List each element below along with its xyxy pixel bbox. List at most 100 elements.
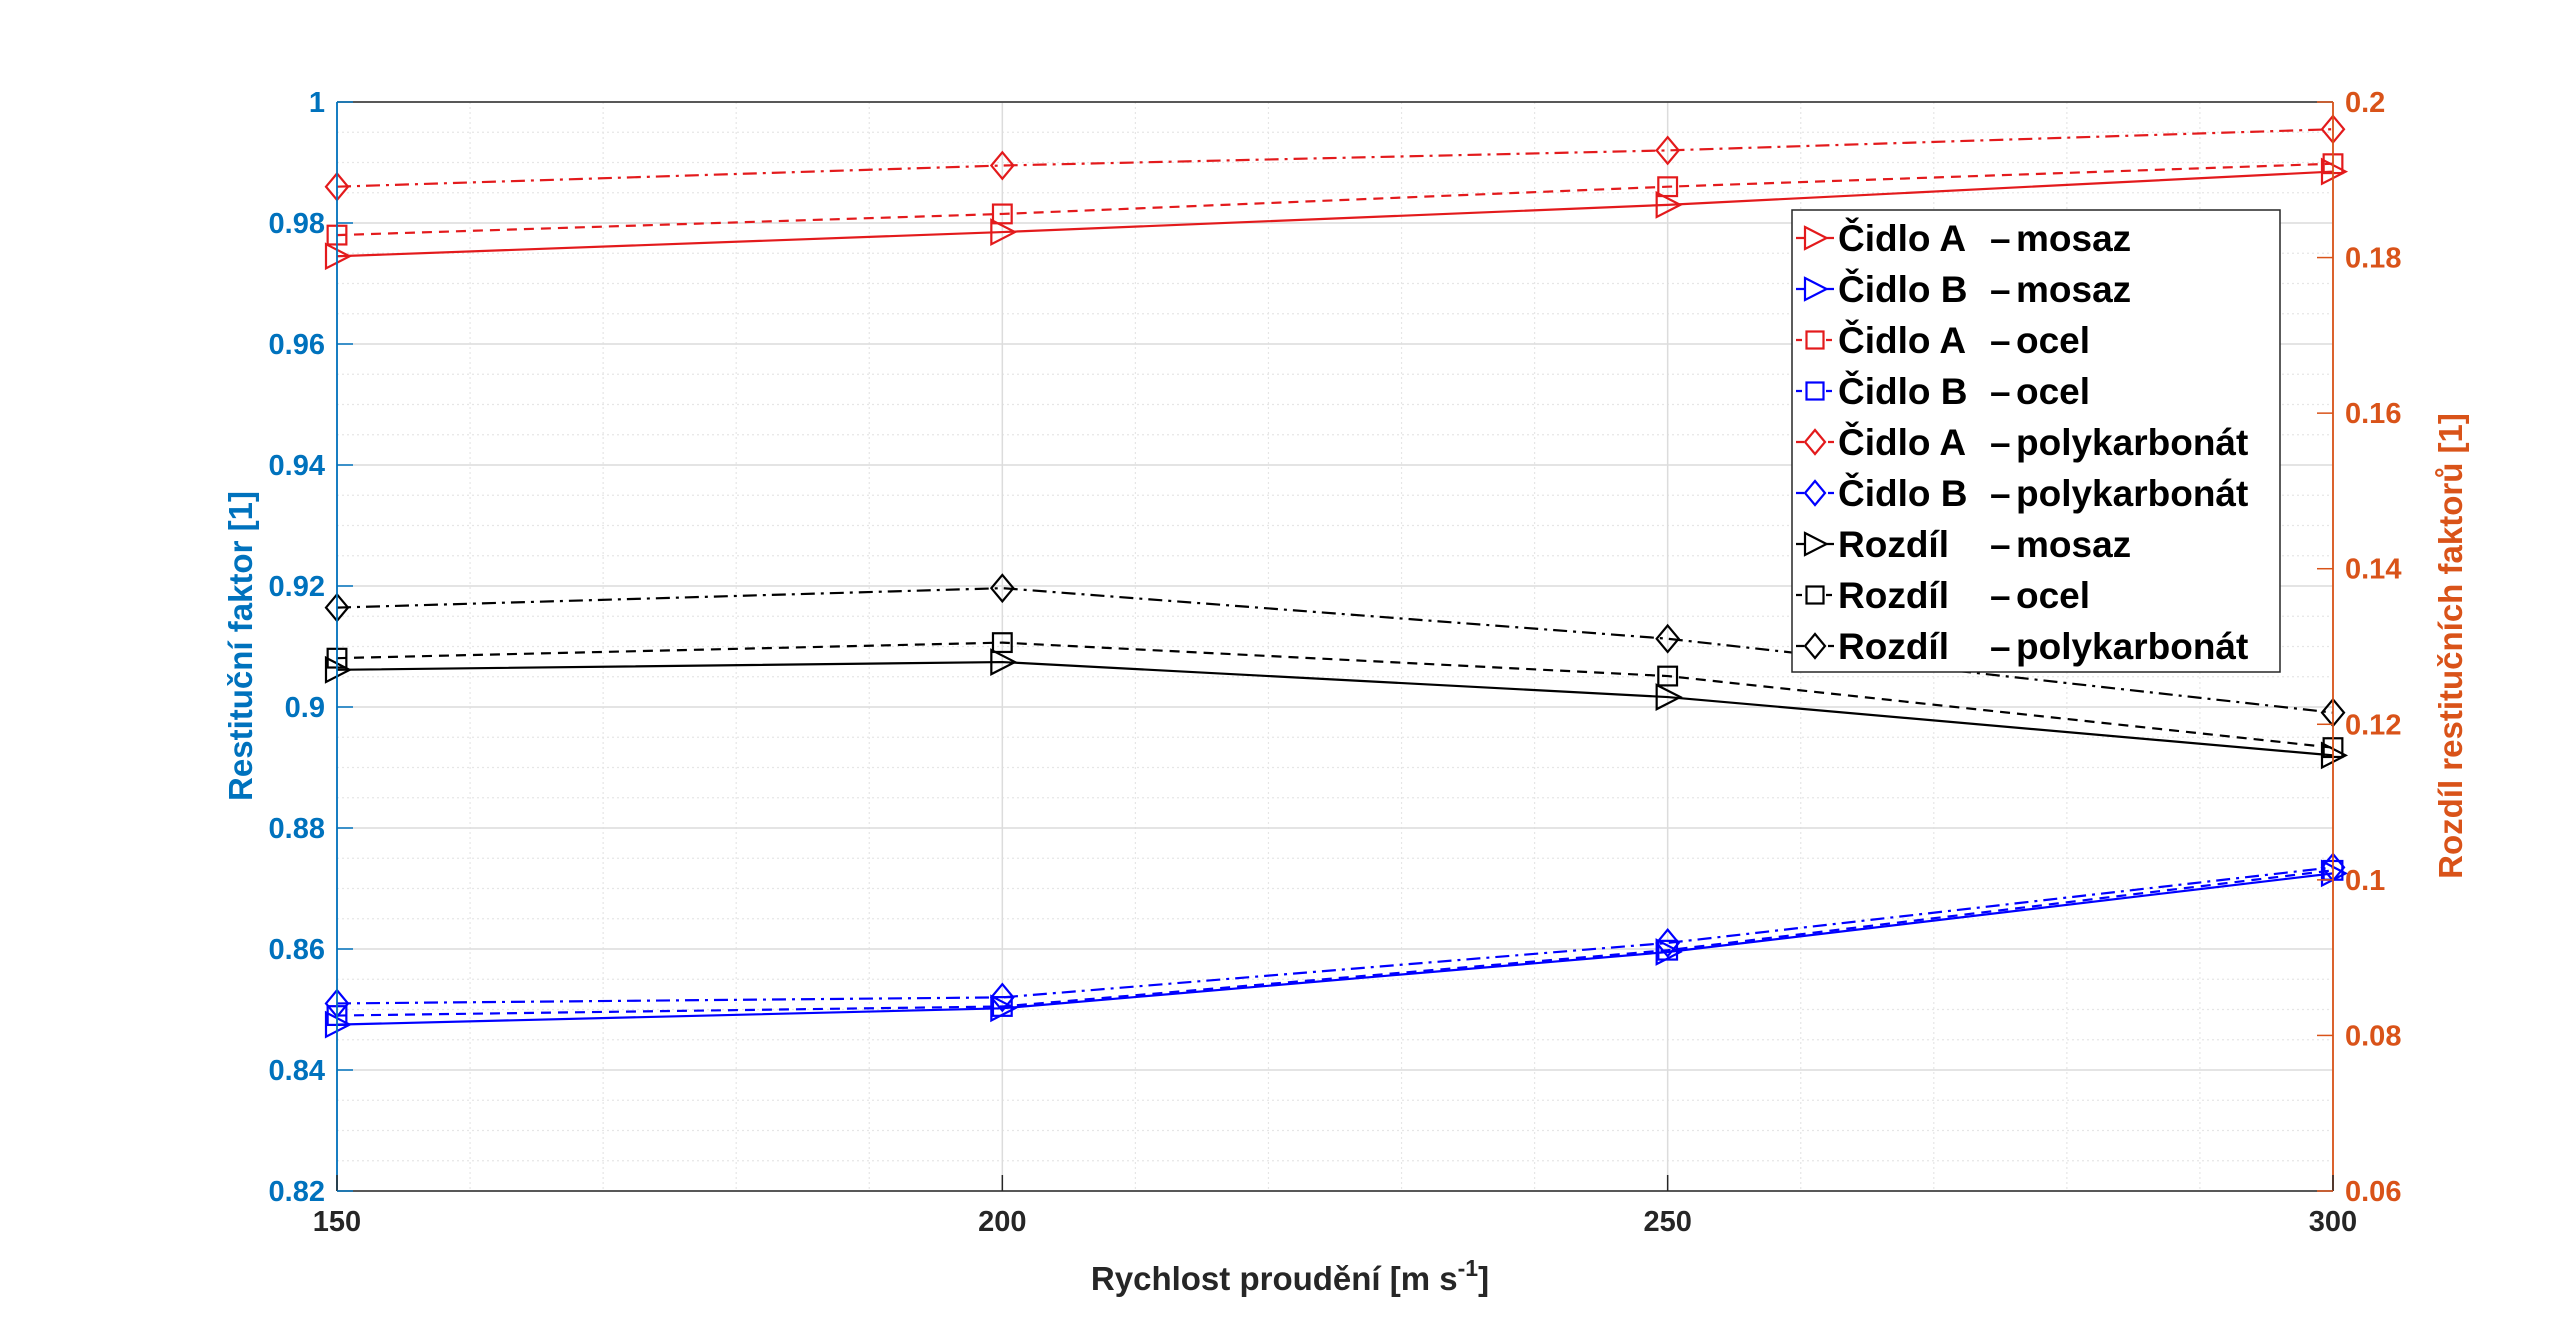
y-tick-label-left: 0.92 [269,571,325,603]
data-point [1655,938,1683,966]
data-point [1655,190,1683,219]
data-point [991,996,1013,1017]
legend-label-separator: – [1990,320,2011,361]
y-tick-label-left: 0.9 [285,692,325,724]
legend-entry: Čidlo A – mosaz [1796,217,2131,259]
x-axis-label-sup: -1 [1458,1255,1479,1281]
series-line [336,162,2334,237]
ticks-layer: 150 200 250 300 0.82 0.84 0.86 0.88 0.9 0.92 0.94 0… [269,87,2402,1238]
data-point [989,150,1015,181]
series-line [336,641,2334,749]
legend-marker [1803,225,1829,251]
x-tick-label: 300 [2309,1206,2357,1238]
legend-label-material: mosaz [2016,524,2131,565]
x-tick-label: 200 [978,1206,1026,1238]
legend-marker [1803,276,1829,302]
legend-label-name: Rozdíl [1838,524,1949,565]
legend-label-separator: – [1990,269,2011,310]
series-line [336,660,2334,757]
legend-marker [1803,479,1827,507]
y-tick-label-right: 0.16 [2345,398,2401,430]
legend-label-material: mosaz [2016,218,2131,259]
series-line [336,587,2334,714]
y-tick-label-right: 0.18 [2345,243,2401,275]
y-tick-label-right: 0.1 [2345,865,2385,897]
legend-label-material: polykarbonát [2016,473,2248,514]
legend-marker [1805,585,1825,605]
data-point [1655,683,1683,711]
legend-label-name: Čidlo B [1838,268,1967,310]
legend-label-name: Rozdíl [1838,575,1949,616]
legend-marker [1803,632,1827,660]
legend-label-separator: – [1990,524,2011,565]
y-tick-label-left: 0.84 [269,1055,325,1087]
data-point [1655,135,1681,166]
data-point [989,573,1015,604]
legend-marker [1803,428,1827,456]
legend-entry: Čidlo B – polykarbonát [1796,472,2248,514]
data-point [1655,623,1681,654]
series-4 [326,859,2344,1027]
legend-label-name: Čidlo A [1838,421,1966,463]
y-tick-label-left: 1 [309,87,325,119]
y-tick-label-left: 0.94 [269,450,325,482]
legend-box [1791,209,2281,673]
series-line [336,872,2334,1026]
y-tick-label-right: 0.06 [2345,1176,2401,1208]
series-line [336,170,2334,258]
legend-entry: Rozdíl – ocel [1796,575,2090,616]
legend-label-separator: – [1990,473,2011,514]
legend-label-name: Čidlo B [1838,472,1967,514]
legend-label-name: Čidlo B [1838,370,1967,412]
legend-label-separator: – [1990,371,2011,412]
y-tick-label-left: 0.96 [269,329,325,361]
legend-label-separator: – [1990,575,2011,616]
x-tick-label: 250 [1643,1206,1691,1238]
x-axis-label: Rychlost proudění [m s-1] [1091,1255,1489,1297]
legend-marker [1805,330,1825,350]
legend-label-material: ocel [2016,371,2090,412]
y-axis-label-left: Restituční faktor [1] [222,491,259,801]
legend-label-material: polykarbonát [2016,626,2248,667]
data-point [991,632,1013,654]
y-tick-label-left: 0.98 [269,208,325,240]
legend-entry: Rozdíl – polykarbonát [1796,626,2248,667]
axes-layer [336,101,2334,1192]
data-point [1657,176,1679,198]
legend-label-separator: – [1990,218,2011,259]
legend-entry: Čidlo B – mosaz [1796,268,2131,310]
data-point [990,994,1018,1023]
y-tick-label-left: 0.86 [269,934,325,966]
legend-entry: Rozdíl – mosaz [1796,524,2131,565]
legend-entry: Čidlo B – ocel [1796,370,2090,412]
legend-label-material: polykarbonát [2016,422,2248,463]
x-axis-label-end: ] [1478,1260,1489,1297]
legend-label-name: Čidlo A [1838,319,1966,361]
data-point [991,203,1013,225]
y-tick-label-right: 0.12 [2345,709,2401,741]
data-point [1657,665,1679,687]
series-line [336,128,2334,188]
series-layer [324,114,2349,1039]
legend-label-material: mosaz [2016,269,2131,310]
legend-label-name: Rozdíl [1838,626,1949,667]
legend-label-separator: – [1990,422,2011,463]
legend-marker [1805,381,1825,401]
y-axis-label-right: Rozdíl restitučních faktorů [1] [2432,413,2469,879]
x-tick-label: 150 [313,1206,361,1238]
y-tick-label-right: 0.14 [2345,554,2401,586]
series-5 [324,114,2346,202]
legend-label-separator: – [1990,626,2011,667]
data-point [990,218,1018,246]
data-point [990,648,1018,676]
series-line [336,869,2334,1017]
data-point [1657,939,1679,961]
y-tick-label-right: 0.08 [2345,1020,2401,1052]
legend-label-material: ocel [2016,320,2090,361]
series-line [336,866,2334,1005]
legend-entry: Čidlo A – ocel [1796,319,2090,361]
x-axis-label-main: Rychlost proudění [m s [1091,1260,1458,1297]
legend-marker [1803,531,1829,557]
